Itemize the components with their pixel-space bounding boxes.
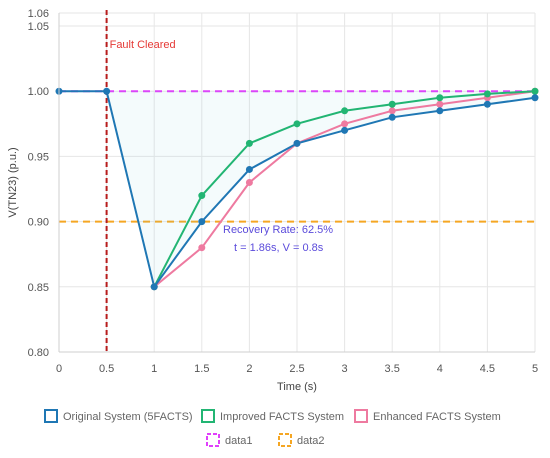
series-1-point (388, 100, 396, 108)
series-0-point (245, 165, 253, 173)
series-2-point (198, 244, 206, 252)
series-1-point (293, 120, 301, 128)
x-axis-title: Time (s) (277, 381, 317, 393)
series-1-point (245, 139, 253, 147)
series-1-point (436, 94, 444, 102)
legend-swatch (354, 409, 368, 423)
legend-label: data2 (297, 435, 325, 447)
x-tick-label: 1.5 (194, 363, 209, 375)
x-tick-label: 0.5 (99, 363, 114, 375)
x-tick-label: 4 (437, 363, 443, 375)
x-tick-label: 2.5 (289, 363, 304, 375)
fault-cleared-label: Fault Cleared (110, 39, 176, 51)
y-tick-label: 0.95 (28, 151, 49, 163)
y-tick-label: 1.00 (28, 86, 49, 98)
series-layer (55, 87, 539, 291)
annotations: Fault Cleared Recovery Rate: 62.5% t = 1.8… (110, 39, 334, 254)
y-tick-label: 0.90 (28, 217, 49, 229)
x-tick-label: 5 (532, 363, 538, 375)
x-tick-label: 3.5 (385, 363, 400, 375)
x-tick-label: 2 (246, 363, 252, 375)
series-0-point (531, 94, 539, 102)
reference-lines (59, 10, 535, 352)
series-0-point (388, 113, 396, 121)
y-tick-label: 0.85 (28, 282, 49, 294)
axes: 0 0.5 1 1.5 2 2.5 3 3.5 4 4.5 5 0.80 0.85 0.90 0.95 1.0… (7, 8, 538, 393)
legend-label: Improved FACTS System (220, 411, 344, 423)
legend-swatch (206, 433, 220, 447)
series-2-point (436, 100, 444, 108)
y-tick-label: 1.06 (28, 8, 49, 20)
legend-swatch (44, 409, 58, 423)
y-tick-label: 0.80 (28, 347, 49, 359)
x-tick-label: 4.5 (480, 363, 495, 375)
series-0-point (198, 218, 206, 226)
y-axis-title: V(TN23) (p.u.) (7, 147, 19, 217)
x-tick-label: 1 (151, 363, 157, 375)
x-tick-label: 0 (56, 363, 62, 375)
series-1-point (483, 90, 491, 98)
recovery-detail-label: t = 1.86s, V = 0.8s (234, 242, 324, 254)
series-2-point (388, 107, 396, 115)
original-series-area (59, 91, 535, 287)
legend-label: data1 (225, 435, 253, 447)
series-0-point (436, 107, 444, 115)
legend-swatch (278, 433, 292, 447)
series-1-point (531, 87, 539, 95)
x-tick-label: 3 (342, 363, 348, 375)
series-0-point (483, 100, 491, 108)
series-0-point (150, 283, 158, 291)
series-0-point (293, 139, 301, 147)
series-0-point (103, 87, 111, 95)
legend: Original System (5FACTS) Improved FACTS S… (44, 409, 501, 447)
series-1-point (341, 107, 349, 115)
legend-label: Enhanced FACTS System (373, 411, 501, 423)
series-1-point (198, 192, 206, 200)
legend-label: Original System (5FACTS) (63, 411, 193, 423)
series-0-point (341, 126, 349, 134)
series-2-point (245, 179, 253, 186)
recovery-rate-label: Recovery Rate: 62.5% (223, 224, 333, 236)
y-tick-label: 1.05 (28, 21, 49, 33)
legend-swatch (201, 409, 215, 423)
series-2-point (341, 120, 349, 128)
